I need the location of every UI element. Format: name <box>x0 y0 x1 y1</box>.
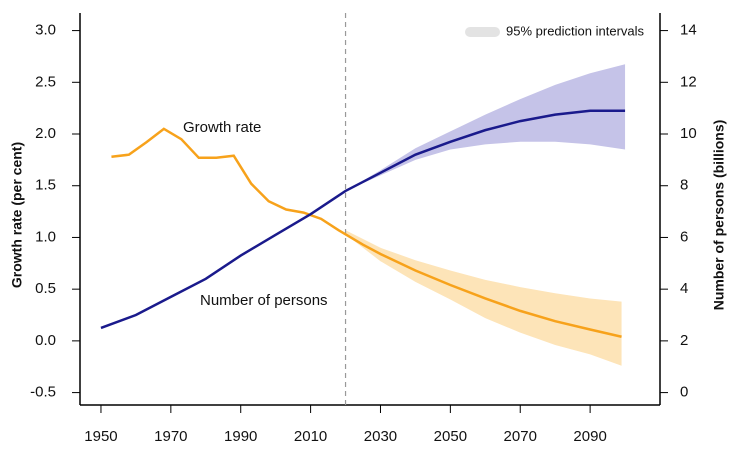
x-tick-label: 1990 <box>224 428 257 445</box>
x-tick-label: 1970 <box>154 428 187 445</box>
y-tick-label: 2.0 <box>35 125 56 142</box>
y2-axis-title: Number of persons (billions) <box>711 120 727 311</box>
x-tick-label: 2070 <box>504 428 537 445</box>
y2-tick-label: 6 <box>680 228 688 245</box>
y-tick-label: 0.0 <box>35 332 56 349</box>
y2-tick-label: 10 <box>680 125 697 142</box>
y2-tick-label: 2 <box>680 332 688 349</box>
y-tick-label: -0.5 <box>30 384 56 401</box>
x-tick-label: 2050 <box>434 428 467 445</box>
annotation: Growth rate <box>183 119 261 136</box>
y2-tick-label: 4 <box>680 280 688 297</box>
prediction-band <box>345 64 626 191</box>
y-tick-label: 2.5 <box>35 73 56 90</box>
y-axis-title: Growth rate (per cent) <box>9 142 25 288</box>
series-line <box>111 127 622 338</box>
y-tick-label: 3.0 <box>35 22 56 39</box>
y-tick-label: 0.5 <box>35 280 56 297</box>
y-tick-label: 1.0 <box>35 228 56 245</box>
y2-tick-label: 14 <box>680 22 697 39</box>
y2-tick-label: 8 <box>680 177 688 194</box>
x-tick-label: 1950 <box>84 428 117 445</box>
x-tick-label: 2030 <box>364 428 397 445</box>
annotation: Number of persons <box>200 292 328 309</box>
y-tick-label: 1.5 <box>35 177 56 194</box>
x-tick-label: 2010 <box>294 428 327 445</box>
y2-tick-label: 12 <box>680 73 697 90</box>
x-tick-label: 2090 <box>573 428 606 445</box>
legend-label: 95% prediction intervals <box>506 23 645 38</box>
series-line <box>100 109 626 330</box>
y2-tick-label: 0 <box>680 384 688 401</box>
